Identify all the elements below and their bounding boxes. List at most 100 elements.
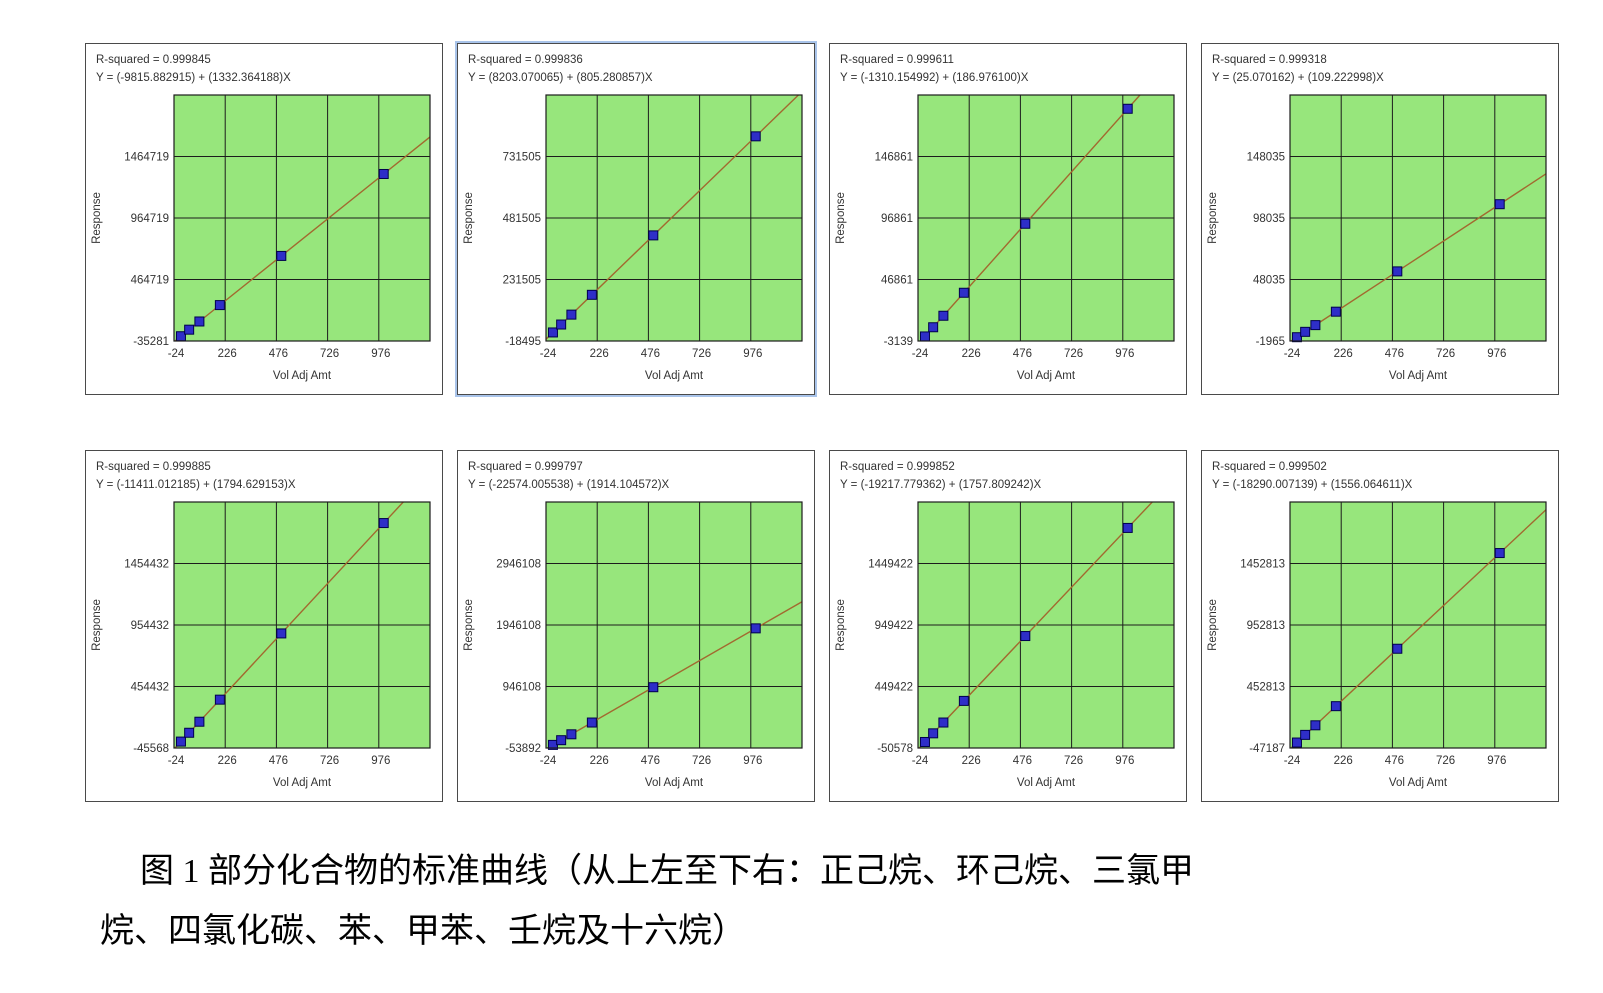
data-point [919, 736, 930, 747]
x-axis-title: Vol Adj Amt [1017, 370, 1076, 382]
x-tick-label: 726 [1064, 755, 1083, 767]
fit-line [918, 501, 1153, 749]
plot-border [545, 501, 803, 749]
y-axis-title: Response [1207, 192, 1219, 244]
y-tick-label: -45568 [133, 743, 169, 755]
x-tick-label: 226 [1334, 755, 1353, 767]
r-squared-text: R-squared = 0.999318 [1212, 54, 1327, 66]
data-point [750, 131, 761, 142]
regression-equation-text: Y = (-18290.007139) + (1556.064611)X [1212, 479, 1413, 491]
data-point [1310, 320, 1321, 331]
chart-plot: -18495 231505 481505 731505 -24 226 476 726 976 V… [463, 94, 803, 382]
y-tick-label: 146861 [875, 152, 913, 164]
y-tick-label: 949422 [875, 620, 913, 632]
plot-border [173, 501, 431, 749]
x-tick-label: 476 [1013, 755, 1032, 767]
data-point [928, 728, 939, 739]
x-tick-label: 476 [641, 348, 660, 360]
data-point [378, 168, 389, 179]
data-point [184, 727, 195, 738]
data-point [586, 289, 597, 300]
y-tick-label: 231505 [503, 275, 541, 287]
x-tick-label: -24 [1284, 755, 1301, 767]
data-point [1310, 720, 1321, 731]
data-point [958, 287, 969, 298]
data-point [194, 716, 205, 727]
y-axis-title: Response [463, 599, 475, 651]
r-squared-text: R-squared = 0.999797 [468, 461, 583, 473]
data-point [938, 310, 949, 321]
plot-border [173, 94, 431, 342]
x-axis-title: Vol Adj Amt [1389, 777, 1448, 789]
data-point [1392, 643, 1403, 654]
data-point [556, 735, 567, 746]
calibration-chart-panel: R-squared = 0.999797 Y = (-22574.005538) … [457, 450, 815, 802]
data-point [1494, 199, 1505, 210]
x-tick-label: 476 [1385, 755, 1404, 767]
x-tick-label: 226 [590, 755, 609, 767]
regression-equation-text: Y = (25.070162) + (109.222998)X [1212, 72, 1384, 84]
x-tick-label: 226 [1334, 348, 1353, 360]
y-tick-label: 1464719 [124, 152, 169, 164]
y-tick-label: 46861 [881, 275, 913, 287]
data-point [194, 316, 205, 327]
data-point [378, 518, 389, 529]
data-point [1122, 522, 1133, 533]
x-tick-label: -24 [912, 755, 929, 767]
y-tick-label: 454432 [131, 682, 169, 694]
y-tick-label: -1965 [1256, 336, 1285, 348]
chart-row-bottom: R-squared = 0.999885 Y = (-11411.012185) … [85, 450, 1603, 802]
y-axis-title: Response [835, 599, 847, 651]
regression-equation-text: Y = (-11411.012185) + (1794.629153)X [96, 479, 296, 491]
y-tick-label: -18495 [505, 336, 541, 348]
y-tick-label: -35281 [133, 336, 169, 348]
data-point [566, 309, 577, 320]
x-tick-label: 226 [962, 755, 981, 767]
figure-caption-line-2: 烷、四氯化碳、苯、甲苯、壬烷及十六烷） [100, 913, 746, 950]
data-point [958, 695, 969, 706]
plot-border [917, 501, 1175, 749]
data-point [1392, 266, 1403, 277]
r-squared-text: R-squared = 0.999845 [96, 54, 211, 66]
x-tick-label: -24 [540, 348, 557, 360]
x-axis-title: Vol Adj Amt [273, 777, 332, 789]
x-tick-label: 976 [1487, 348, 1506, 360]
y-axis-title: Response [91, 599, 103, 651]
y-tick-label: 952813 [1247, 620, 1285, 632]
data-point [1300, 729, 1311, 740]
chart-plot: -35281 464719 964719 1464719 -24 226 476 726 976… [91, 94, 431, 382]
calibration-chart-panel: R-squared = 0.999318 Y = (25.070162) + (1… [1201, 43, 1559, 395]
data-point [1300, 326, 1311, 337]
fit-line [174, 501, 404, 749]
calibration-chart-panel: R-squared = 0.999611 Y = (-1310.154992) +… [829, 43, 1187, 395]
figure-caption-line-1: 图 1 部分化合物的标准曲线（从上左至下右：正己烷、环己烷、三氯甲 [140, 853, 1194, 890]
data-point [1020, 218, 1031, 229]
fit-line [920, 94, 1141, 342]
data-point [648, 682, 659, 693]
y-tick-label: -50578 [877, 743, 913, 755]
data-point [919, 331, 930, 342]
y-tick-label: -53892 [505, 743, 541, 755]
x-tick-label: 476 [641, 755, 660, 767]
x-tick-label: 726 [1436, 755, 1455, 767]
x-tick-label: 976 [1115, 348, 1134, 360]
y-tick-label: 1452813 [1240, 559, 1285, 571]
regression-equation-text: Y = (-19217.779362) + (1757.809242)X [840, 479, 1042, 491]
data-point [214, 300, 225, 311]
data-point [184, 324, 195, 335]
data-point [586, 717, 597, 728]
y-tick-label: -3139 [884, 336, 913, 348]
r-squared-text: R-squared = 0.999836 [468, 54, 583, 66]
chart-plot: -45568 454432 954432 1454432 -24 226 476 726 976… [91, 501, 431, 789]
y-axis-title: Response [1207, 599, 1219, 651]
data-point [175, 331, 186, 342]
x-axis-title: Vol Adj Amt [645, 777, 704, 789]
chart-plot: -50578 449422 949422 1449422 -24 226 476 726 976… [835, 501, 1175, 789]
data-point [214, 694, 225, 705]
data-point [928, 322, 939, 333]
regression-equation-text: Y = (-1310.154992) + (186.976100)X [840, 72, 1029, 84]
y-tick-label: 946108 [503, 682, 541, 694]
y-tick-label: 449422 [875, 682, 913, 694]
plot-border [1289, 501, 1547, 749]
data-point [547, 327, 558, 338]
